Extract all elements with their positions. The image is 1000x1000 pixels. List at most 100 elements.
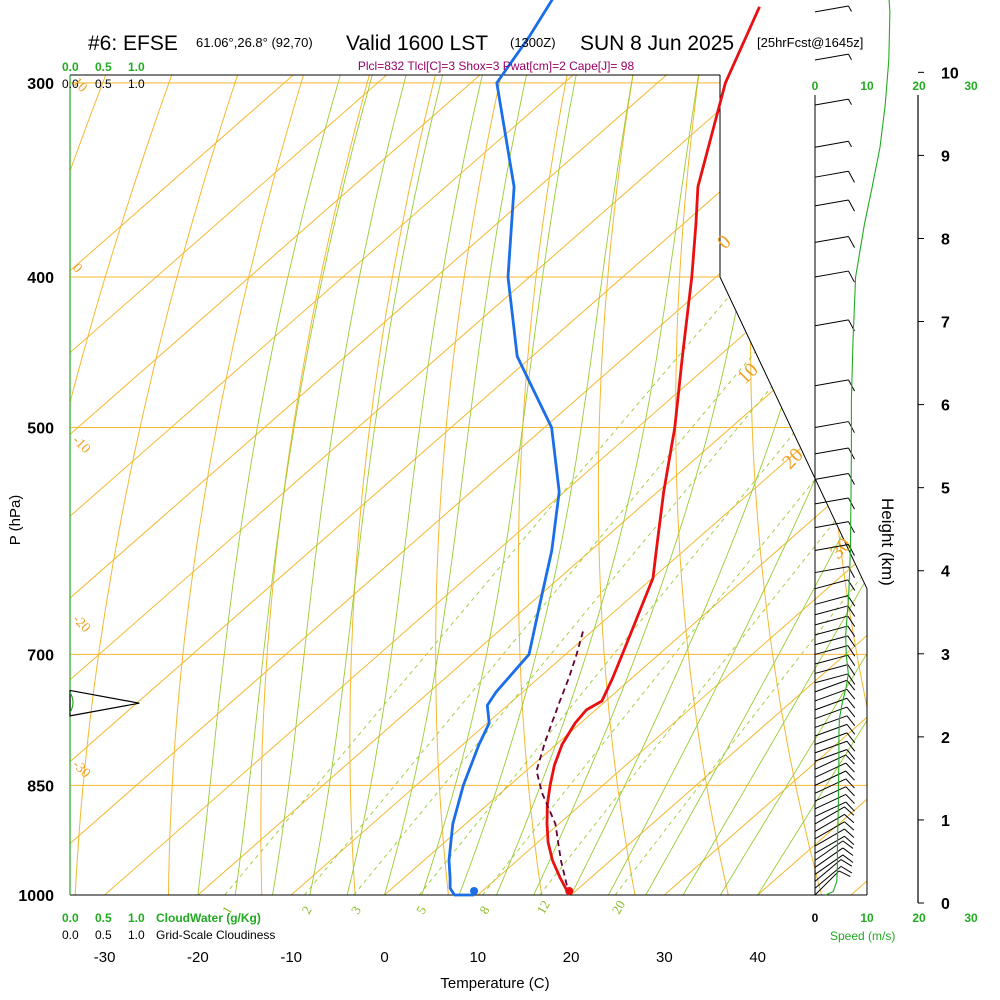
valid-time: Valid 1600 LST	[346, 32, 488, 55]
side-panels: 0 1 2 3 4 5 6 7 8 9 10	[69, 0, 959, 913]
wind-barb	[814, 472, 855, 485]
wind-barb-flag	[848, 171, 855, 183]
wind-barb	[814, 319, 855, 332]
wind-barb-flag	[844, 806, 855, 816]
wind-barb-flag	[847, 654, 856, 667]
wind-barb	[814, 379, 855, 392]
wind-barb-flag	[847, 635, 856, 647]
wind-barb-flag	[840, 865, 853, 874]
speed-axis-label: Speed (m/s)	[830, 929, 895, 943]
x-axis-label: Temperature (C)	[440, 975, 549, 992]
wind-barb	[814, 664, 856, 676]
wind-barb	[814, 749, 856, 762]
wind-barb-shaft	[814, 654, 848, 665]
wind-barb-flag	[845, 794, 855, 804]
wind-barb-shaft	[814, 98, 849, 106]
adiabat-label: 10	[733, 359, 763, 389]
x-tick-label: -20	[187, 949, 209, 966]
mixing-ratio-label: 8	[476, 903, 492, 916]
wind-barb	[814, 421, 855, 433]
isotherm-line	[70, 75, 761, 895]
wind-barb-flag	[848, 521, 855, 534]
wind-barb-shaft	[814, 679, 848, 693]
mixing-ratio-label: 5	[413, 903, 429, 916]
moist-adiabat	[197, 75, 377, 895]
parcel-path	[535, 629, 585, 896]
cloud-tick-bottom: 0.0	[62, 911, 79, 925]
cloud-tick-bottom: 0.5	[95, 928, 112, 942]
wind-barb	[814, 605, 856, 617]
isotherm-line	[70, 75, 481, 895]
height-tick-label: 5	[941, 481, 950, 498]
x-tick-label: 20	[563, 949, 580, 966]
speed-tick-bottom: 0	[812, 911, 819, 925]
wind-barb-flag	[846, 715, 856, 727]
wind-barb-shaft	[814, 5, 849, 13]
speed-tick-bottom: 30	[964, 911, 978, 925]
wind-barb-flag	[847, 673, 856, 685]
wind-barb-flag	[846, 749, 856, 760]
moist-adiabat	[384, 75, 554, 895]
x-tick-label: 0	[380, 949, 388, 966]
wind-barb	[814, 762, 855, 778]
plot-frame-right	[719, 75, 868, 895]
isotherm-line	[70, 75, 574, 895]
wind-barb-flag	[848, 270, 855, 283]
wind-barb-half	[848, 5, 852, 12]
wind-barb-flag	[847, 645, 856, 657]
forecast-info: [25hrFcst@1645z]	[757, 35, 863, 50]
speed-tick-top: 30	[964, 79, 978, 93]
wind-barb	[814, 870, 851, 896]
wind-barb-shaft	[814, 472, 849, 480]
mixing-ratio-label: 20	[609, 898, 628, 917]
wind-barb-flag	[845, 801, 855, 812]
x-tick-label: 30	[656, 949, 673, 966]
wind-barb-shaft	[814, 270, 849, 278]
wind-barb-shaft	[814, 688, 848, 702]
wind-barb-shaft	[814, 847, 844, 868]
wind-barb-flag	[848, 497, 855, 510]
wind-barb-flag	[848, 199, 855, 212]
valid-date: SUN 8 Jun 2025	[580, 32, 734, 55]
wind-barb-flag	[846, 732, 856, 744]
moist-adiabat	[309, 75, 474, 895]
wind-barb-shaft	[814, 821, 845, 840]
wind-barb-shaft	[814, 740, 848, 754]
dry-adiabat	[597, 75, 661, 895]
wind-barb-flag	[846, 679, 856, 691]
isotherm-line	[664, 75, 867, 895]
wind-barb-flag	[845, 754, 855, 765]
cloud-tick-bottom: 0.0	[62, 928, 79, 942]
p-tick-label: 300	[27, 76, 54, 93]
wind-barb	[814, 625, 856, 637]
speed-tick-top: 20	[912, 79, 926, 93]
wind-barb-shaft	[814, 778, 847, 794]
wind-barb-shaft	[814, 762, 847, 778]
cloud-tick-top: 1.0	[128, 60, 145, 74]
wind-barb-flag	[842, 840, 854, 849]
wind-barb	[814, 723, 856, 737]
wind-barb	[814, 786, 855, 802]
wind-barb-shaft	[814, 706, 848, 720]
wind-barb-flag	[846, 706, 856, 718]
wind-barb-flag	[845, 786, 855, 797]
wind-barb-shaft	[814, 447, 849, 455]
isotherm-label: -30	[69, 757, 93, 781]
mixing-ratio-label: 12	[533, 898, 552, 917]
wind-barb-flag	[845, 762, 855, 773]
wind-barb-flag	[846, 724, 856, 735]
moist-adiabat	[421, 75, 602, 895]
dry-adiabat	[70, 75, 226, 895]
wind-barb-half	[848, 53, 852, 60]
temperature-profile	[545, 6, 761, 896]
wind-barb	[814, 654, 856, 667]
wind-barb-flag	[844, 828, 855, 838]
wind-speed-profile	[825, 0, 891, 896]
wind-barb	[814, 645, 856, 657]
wind-barb	[814, 854, 854, 875]
cloud-tick-top: 0.0	[62, 77, 79, 91]
dry-adiabat	[517, 75, 599, 895]
wind-barb	[814, 679, 856, 693]
wind-barb-shaft	[814, 319, 849, 327]
moist-adiabat	[720, 75, 867, 895]
